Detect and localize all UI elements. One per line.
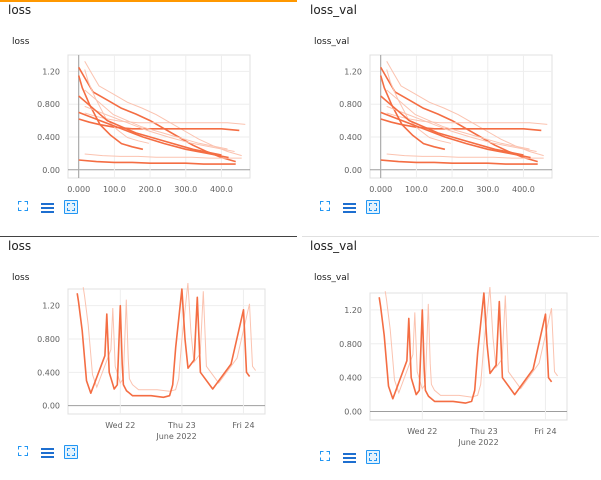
x-tick-label: 0.000 (369, 185, 392, 194)
expand-icon[interactable] (17, 445, 31, 459)
chart-card-loss-val: loss_val loss_val 0.00 0.400 0.800 1.20 0.00… (302, 0, 599, 238)
x-tick-label: 100.0 (103, 185, 126, 194)
series-line-raw (84, 69, 150, 144)
card-header: loss (8, 3, 32, 17)
series-line-raw (84, 89, 228, 150)
series-line (380, 118, 542, 132)
x-tick-label: Wed 22 (105, 421, 135, 430)
series-line-raw (386, 153, 544, 159)
expand-icon[interactable] (319, 200, 333, 214)
chart-toolbar (17, 200, 78, 214)
chart-svg[interactable]: 0.00 0.400 0.800 1.20 Wed 22 Thu 23 Fri 24 June… (0, 236, 297, 474)
chart-card-loss-val-time: loss_val loss_val 0.00 0.400 0.800 1.20 Wed … (302, 236, 599, 474)
plot-frame (369, 292, 568, 421)
x-tick-label: Thu 23 (469, 427, 498, 436)
y-tick-label: 0.800 (37, 335, 60, 344)
series-line-raw (82, 282, 257, 392)
y-tick-label: 1.20 (42, 67, 60, 76)
y-tick-label: 0.400 (339, 133, 362, 142)
chart-toolbar (319, 200, 380, 214)
y-tick-label: 1.20 (42, 302, 60, 311)
series-line (78, 111, 229, 159)
expand-icon[interactable] (17, 200, 31, 214)
x-tick-label: Fri 24 (534, 427, 556, 436)
data-table-icon[interactable] (343, 452, 356, 464)
chart-svg[interactable]: 0.00 0.400 0.800 1.20 0.000 100.0 200.0 300.0 40… (0, 0, 297, 238)
y-tick-label: 0.00 (42, 402, 60, 411)
x-tick-label: Fri 24 (232, 421, 254, 430)
card-header: loss_val (310, 239, 357, 253)
series-line (78, 95, 222, 156)
x-tick-label: Thu 23 (167, 421, 196, 430)
plot-frame (67, 54, 251, 179)
series-line (78, 118, 240, 132)
series-line-raw (386, 105, 537, 152)
y-tick-label: 0.00 (344, 166, 362, 175)
series-line (380, 95, 524, 156)
series-line (379, 75, 446, 151)
chart-svg[interactable]: 0.00 0.400 0.800 1.20 Wed 22 Thu 23 Fri 24 June… (302, 236, 599, 474)
data-table-icon[interactable] (41, 202, 54, 214)
data-table-icon[interactable] (343, 202, 356, 214)
chart-title: loss (12, 37, 30, 47)
y-tick-label: 0.00 (42, 166, 60, 175)
fit-domain-icon[interactable] (366, 200, 380, 214)
chart-title: loss_val (314, 273, 350, 283)
y-tick-label: 0.400 (37, 368, 60, 377)
y-tick-label: 0.800 (37, 100, 60, 109)
series-line (380, 111, 531, 159)
expand-icon[interactable] (319, 450, 333, 464)
chart-title: loss (12, 273, 30, 283)
x-tick-label: Wed 22 (407, 427, 437, 436)
series-line (378, 292, 553, 404)
series-line (380, 159, 538, 165)
series-line-raw (386, 69, 452, 144)
y-tick-label: 0.00 (344, 408, 362, 417)
plot-frame (67, 288, 266, 415)
x-tick-label: 400.0 (512, 185, 535, 194)
chart-card-loss-time: loss loss 0.00 0.400 0.800 1.20 Wed 22 Thu 23… (0, 236, 297, 474)
fit-domain-icon[interactable] (64, 200, 78, 214)
card-divider (0, 236, 297, 237)
y-tick-label: 0.800 (339, 100, 362, 109)
fit-domain-icon[interactable] (366, 450, 380, 464)
y-tick-label: 1.20 (344, 306, 362, 315)
series-line (77, 75, 144, 151)
x-tick-label: 300.0 (476, 185, 499, 194)
x-tick-label: 100.0 (405, 185, 428, 194)
y-tick-label: 0.400 (37, 133, 60, 142)
series-line-raw (384, 286, 559, 398)
y-tick-label: 0.800 (339, 340, 362, 349)
y-tick-label: 1.20 (344, 67, 362, 76)
card-divider (302, 236, 599, 237)
series-line (78, 159, 236, 165)
series-line-raw (84, 153, 242, 159)
x-tick-label: 300.0 (174, 185, 197, 194)
y-tick-label: 0.400 (339, 374, 362, 383)
x-tick-label: 200.0 (139, 185, 162, 194)
x-axis-label: June 2022 (155, 432, 196, 441)
card-header: loss (8, 239, 32, 253)
x-tick-label: 0.000 (67, 185, 90, 194)
chart-svg[interactable]: 0.00 0.400 0.800 1.20 0.000 100.0 200.0 300.0 40… (302, 0, 599, 238)
x-tick-label: 400.0 (210, 185, 233, 194)
series-line (76, 288, 251, 399)
series-line-raw (386, 89, 530, 150)
plot-frame (369, 54, 553, 179)
x-tick-label: 200.0 (441, 185, 464, 194)
chart-title: loss_val (314, 37, 350, 47)
x-axis-label: June 2022 (457, 438, 498, 447)
data-table-icon[interactable] (41, 447, 54, 459)
series-line-raw (84, 112, 246, 125)
chart-toolbar (17, 445, 78, 459)
card-header: loss_val (310, 3, 357, 17)
chart-toolbar (319, 450, 380, 464)
fit-domain-icon[interactable] (64, 445, 78, 459)
card-accent-bar (0, 0, 297, 2)
series-line-raw (84, 105, 235, 152)
chart-card-loss: loss loss 0.00 0.400 0.800 1.20 0.000 100.0 20… (0, 0, 297, 238)
series-line-raw (386, 112, 548, 125)
